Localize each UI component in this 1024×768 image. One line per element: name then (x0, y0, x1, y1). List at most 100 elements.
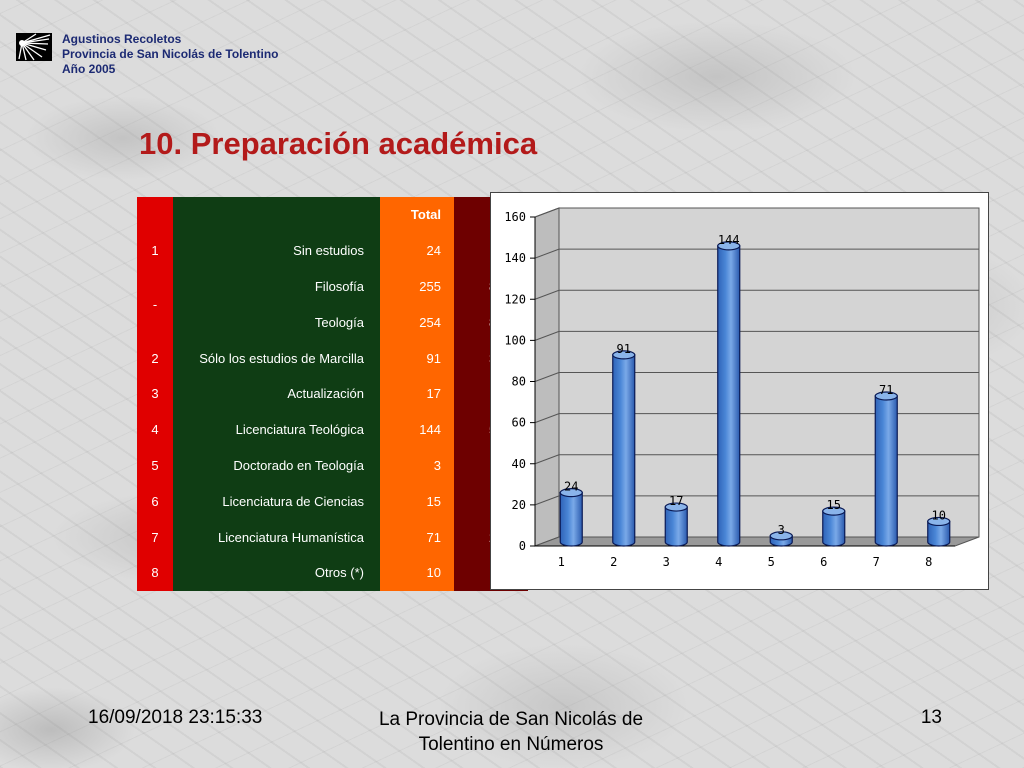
bar-top (769, 531, 793, 541)
row-number: 7 (137, 519, 173, 555)
y-tick-label: 60 (512, 416, 526, 430)
row-total: 255 (380, 268, 454, 305)
row-total: 24 (380, 232, 454, 269)
x-tick-label: 1 (558, 555, 565, 569)
row-number: 5 (137, 447, 173, 484)
footer-date: 16/09/2018 23:15:33 (88, 707, 263, 728)
row-label: Licenciatura Teológica (173, 411, 380, 448)
y-tick-label: 20 (512, 498, 526, 512)
starburst-icon (18, 33, 51, 61)
row-total: 17 (380, 375, 454, 412)
row-number: - (137, 268, 173, 341)
bar-chart-svg: 0 20 40 60 80 100 120 140 160 24 1 91 2 17 3 144 4 3 5 15 6 7… (504, 207, 980, 569)
row-label: Teología (173, 304, 380, 341)
y-tick-label: 80 (512, 375, 526, 389)
bar-top (822, 506, 846, 516)
data-label: 3 (778, 523, 785, 537)
gridline (534, 330, 560, 341)
x-tick-label: 2 (610, 555, 617, 569)
row-label: Otros (*) (173, 554, 380, 591)
row-number: 3 (137, 375, 173, 412)
bar (874, 395, 898, 547)
data-table: Total % 1 Sin estudios 24 8% - Filosofía… (137, 197, 528, 591)
page-number: 13 (920, 707, 942, 728)
row-label: Filosofía (173, 268, 380, 305)
bar-top (559, 488, 583, 498)
gridline (534, 289, 560, 300)
gridline (534, 495, 560, 506)
row-number: 8 (137, 554, 173, 591)
row-label: Licenciatura Humanística (173, 519, 380, 555)
row-label: Sin estudios (173, 232, 380, 269)
y-tick-label: 40 (512, 457, 526, 471)
row-number: 4 (137, 411, 173, 448)
organization-header: Agustinos Recoletos Provincia de San Nic… (62, 32, 279, 77)
table-row: 2 Sólo los estudios de Marcilla 91 31% (137, 340, 528, 376)
bar-top (664, 502, 688, 512)
row-total: 254 (380, 304, 454, 341)
row-total: 144 (380, 411, 454, 448)
row-total: 3 (380, 447, 454, 484)
y-tick-label: 100 (504, 333, 526, 347)
row-label: Licenciatura de Ciencias (173, 483, 380, 520)
row-total: 91 (380, 340, 454, 376)
gridline (534, 413, 560, 424)
data-label: 17 (669, 494, 683, 508)
gridline (534, 454, 560, 465)
data-label: 144 (718, 233, 740, 247)
row-number: 1 (137, 232, 173, 269)
gridline (534, 248, 560, 259)
y-tick-label: 140 (504, 251, 526, 265)
table-row: 3 Actualización 17 6% (137, 375, 528, 412)
bar (664, 506, 688, 547)
row-label: Sólo los estudios de Marcilla (173, 340, 380, 376)
row-total: 15 (380, 483, 454, 520)
header-cell (173, 197, 380, 233)
data-label: 91 (617, 342, 631, 356)
x-tick-label: 3 (663, 555, 670, 569)
data-label: 10 (932, 508, 946, 522)
table-row: 5 Doctorado en Teología 3 1% (137, 447, 528, 484)
bar (559, 492, 583, 547)
x-tick-label: 8 (925, 555, 932, 569)
table-row: - Filosofía 255 88% (137, 268, 528, 341)
data-label: 24 (564, 480, 578, 494)
x-tick-label: 4 (715, 555, 722, 569)
logo (16, 33, 52, 61)
bar-top (717, 241, 741, 251)
table-row: 6 Licenciatura de Ciencias 15 5% (137, 483, 528, 520)
province-name: Provincia de San Nicolás de Tolentino (62, 47, 279, 61)
data-label: 71 (879, 383, 893, 397)
bar (927, 520, 951, 547)
bar (822, 510, 846, 547)
table-row: Teología 254 88% (137, 304, 528, 341)
x-tick-label: 5 (768, 555, 775, 569)
bar (717, 245, 741, 547)
row-total: 10 (380, 554, 454, 591)
header-cell (137, 197, 173, 233)
bar-top (612, 350, 636, 360)
gridline (534, 372, 560, 382)
bar-chart: 0 20 40 60 80 100 120 140 160 24 1 91 2 17 3 144 4 3 5 15 6 7… (490, 192, 989, 590)
year-label: Año 2005 (62, 62, 116, 76)
bar-top (927, 516, 951, 527)
y-tick-label: 160 (504, 210, 526, 224)
row-label: Actualización (173, 375, 380, 412)
y-tick-label: 0 (519, 539, 526, 553)
data-label: 15 (827, 498, 841, 512)
chart-floor (534, 536, 980, 547)
header-total: Total (380, 197, 454, 233)
table-row: 8 Otros (*) 10 3% (137, 554, 528, 591)
table-header-row: Total % (137, 197, 528, 233)
bar (612, 354, 636, 547)
row-label: Doctorado en Teología (173, 447, 380, 484)
x-tick-label: 6 (820, 555, 827, 569)
table-row: 1 Sin estudios 24 8% (137, 232, 528, 269)
table-row: 7 Licenciatura Humanística 71 24% (137, 519, 528, 555)
org-name: Agustinos Recoletos (62, 32, 182, 46)
table-row: 4 Licenciatura Teológica 144 50% (137, 411, 528, 448)
footer-title: La Provincia de San Nicolás de Tolentino… (378, 709, 644, 755)
row-number: 2 (137, 340, 173, 376)
slide-title: 10. Preparación académica (139, 126, 538, 161)
bar-top (874, 391, 898, 401)
